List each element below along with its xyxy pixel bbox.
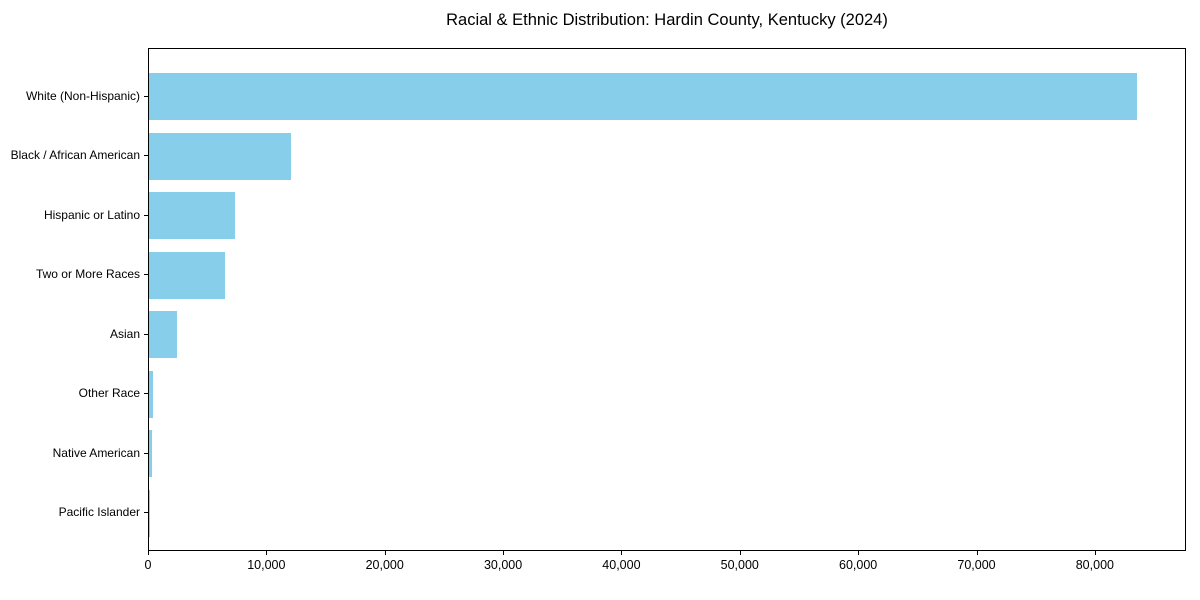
x-tick-label: 60,000 [839,558,878,572]
x-tick-label: 20,000 [365,558,404,572]
y-tick-label: Other Race [78,386,140,400]
x-tick-mark [858,551,860,555]
y-tick-mark [144,333,148,335]
x-tick-label: 40,000 [602,558,641,572]
x-tick-mark [976,551,978,555]
bar-hispanic-or-latino [149,192,236,239]
x-tick-label: 50,000 [720,558,759,572]
bar-white-non-hispanic [149,73,1138,120]
y-tick-mark [144,393,148,394]
x-tick-mark [739,551,741,555]
y-tick-mark [144,95,148,97]
x-tick-label: 0 [144,558,152,572]
x-tick-mark [148,551,149,555]
y-tick-mark [144,214,148,216]
x-tick-label: 80,000 [1075,558,1114,572]
bar-two-or-more-races [149,251,225,299]
x-tick-mark [1094,551,1096,555]
y-tick-mark [144,512,148,513]
y-tick-label: Native American [52,445,140,460]
x-tick-mark [384,551,386,555]
x-tick-mark [503,551,505,555]
x-tick-label: 10,000 [247,558,286,572]
y-tick-label: White (Non-Hispanic) [25,88,140,103]
x-tick-label: 70,000 [957,558,996,572]
chart-title: Racial & Ethnic Distribution: Hardin Cou… [446,11,888,29]
y-tick-label: Asian [109,326,140,341]
bar-native-american [149,430,152,477]
bar-asian [149,311,178,358]
bar-black-african-american [149,132,292,180]
y-tick-mark [144,155,148,156]
plot-area [148,48,1186,551]
y-tick-label: Hispanic or Latino [43,207,140,222]
x-tick-label: 30,000 [483,558,523,572]
y-tick-label: Black / African American [10,148,140,162]
bar-pacific-islander [149,489,150,537]
bar-other-race [149,370,154,418]
y-tick-mark [144,274,148,275]
y-tick-label: Two or More Races [35,267,140,281]
x-tick-mark [621,551,623,555]
y-tick-label: Pacific Islander [58,505,140,519]
x-tick-mark [266,551,268,555]
y-tick-mark [144,452,148,454]
